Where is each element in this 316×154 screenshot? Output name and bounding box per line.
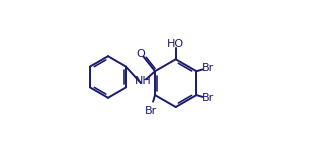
- Text: Br: Br: [202, 93, 214, 103]
- Text: Br: Br: [145, 106, 157, 116]
- Text: Br: Br: [202, 63, 214, 73]
- Text: O: O: [136, 49, 145, 59]
- Text: HO: HO: [167, 39, 184, 49]
- Text: NH: NH: [135, 76, 152, 86]
